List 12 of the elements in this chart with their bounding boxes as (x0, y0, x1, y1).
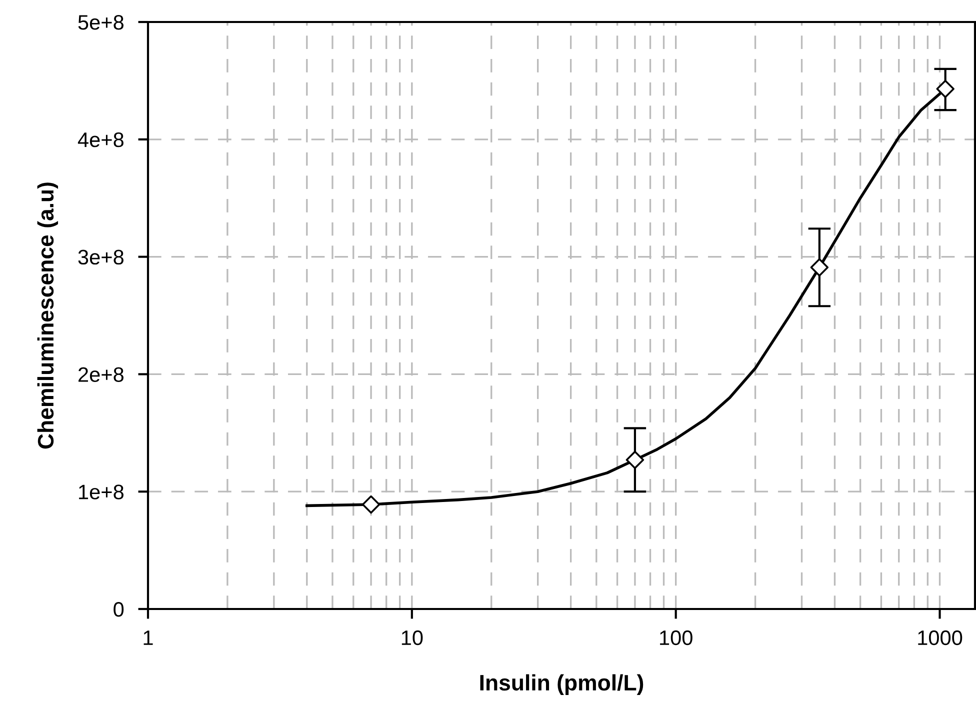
y-tick-label: 4e+8 (78, 132, 124, 148)
x-tick-label: 100 (660, 630, 692, 646)
y-axis-title: Chemiluminescence (a.u) (37, 182, 58, 449)
x-axis-title: Insulin (pmol/L) (480, 674, 644, 695)
y-tick-label: 2e+8 (78, 367, 124, 382)
y-tick-label: 1e+8 (79, 484, 124, 500)
y-tick-label: 5e+8 (78, 15, 124, 30)
x-tick-label: 10 (402, 630, 423, 646)
x-tick-label: 1 (144, 630, 153, 645)
y-tick-label: 0 (114, 602, 124, 617)
x-tick-label: 1000 (918, 630, 962, 646)
y-tick-label: 3e+8 (78, 250, 124, 265)
